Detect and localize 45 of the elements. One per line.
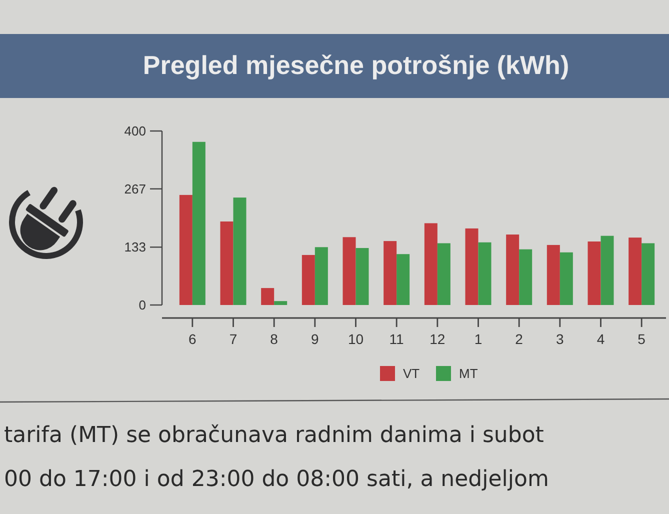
x-tick-label: 9 (311, 331, 320, 347)
bar (233, 198, 246, 305)
bar (588, 241, 601, 305)
bar (261, 288, 274, 305)
bar (546, 244, 560, 305)
y-tick-label: 133 (124, 240, 146, 255)
bar (506, 234, 520, 305)
x-tick-label: 2 (515, 331, 524, 347)
x-tick-label: 7 (229, 331, 238, 347)
bar (424, 223, 438, 305)
chart-title: Pregled mjesečne potrošnje (kWh) (142, 50, 570, 80)
bar (600, 236, 614, 305)
x-tick-label: 10 (348, 331, 364, 347)
x-tick-label: 12 (430, 331, 446, 347)
bar (314, 247, 328, 305)
legend-label: MT (459, 366, 478, 381)
bar (396, 254, 410, 305)
y-tick-label: 400 (124, 124, 146, 138)
bar (519, 249, 532, 305)
y-tick-label: 0 (138, 298, 146, 312)
bar (220, 221, 234, 305)
x-tick-label: 8 (270, 331, 278, 347)
bar (628, 238, 642, 305)
x-tick-label: 6 (188, 331, 197, 347)
x-tick-label: 1 (474, 331, 482, 347)
bar (642, 243, 655, 305)
x-tick-label: 5 (638, 331, 646, 347)
bar (478, 242, 492, 305)
legend-label: VT (403, 366, 420, 381)
text: tarifa (MT) se obračunava radnim danima i subot (4, 423, 544, 448)
bar (192, 142, 206, 305)
bar (465, 228, 478, 305)
y-tick-label: 267 (124, 181, 146, 196)
bar (384, 241, 397, 305)
bar (437, 243, 450, 305)
x-tick-label: 4 (596, 331, 605, 347)
x-tick-label: 11 (389, 331, 404, 347)
text: 00 do 17:00 i od 23:00 do 08:00 sati, a nedjeljom (4, 467, 549, 492)
x-tick-label: 3 (556, 331, 564, 347)
bar (274, 301, 288, 305)
bar (342, 237, 356, 305)
bar (179, 194, 192, 305)
bar (356, 248, 369, 305)
bar (302, 254, 315, 305)
bar (560, 252, 573, 305)
